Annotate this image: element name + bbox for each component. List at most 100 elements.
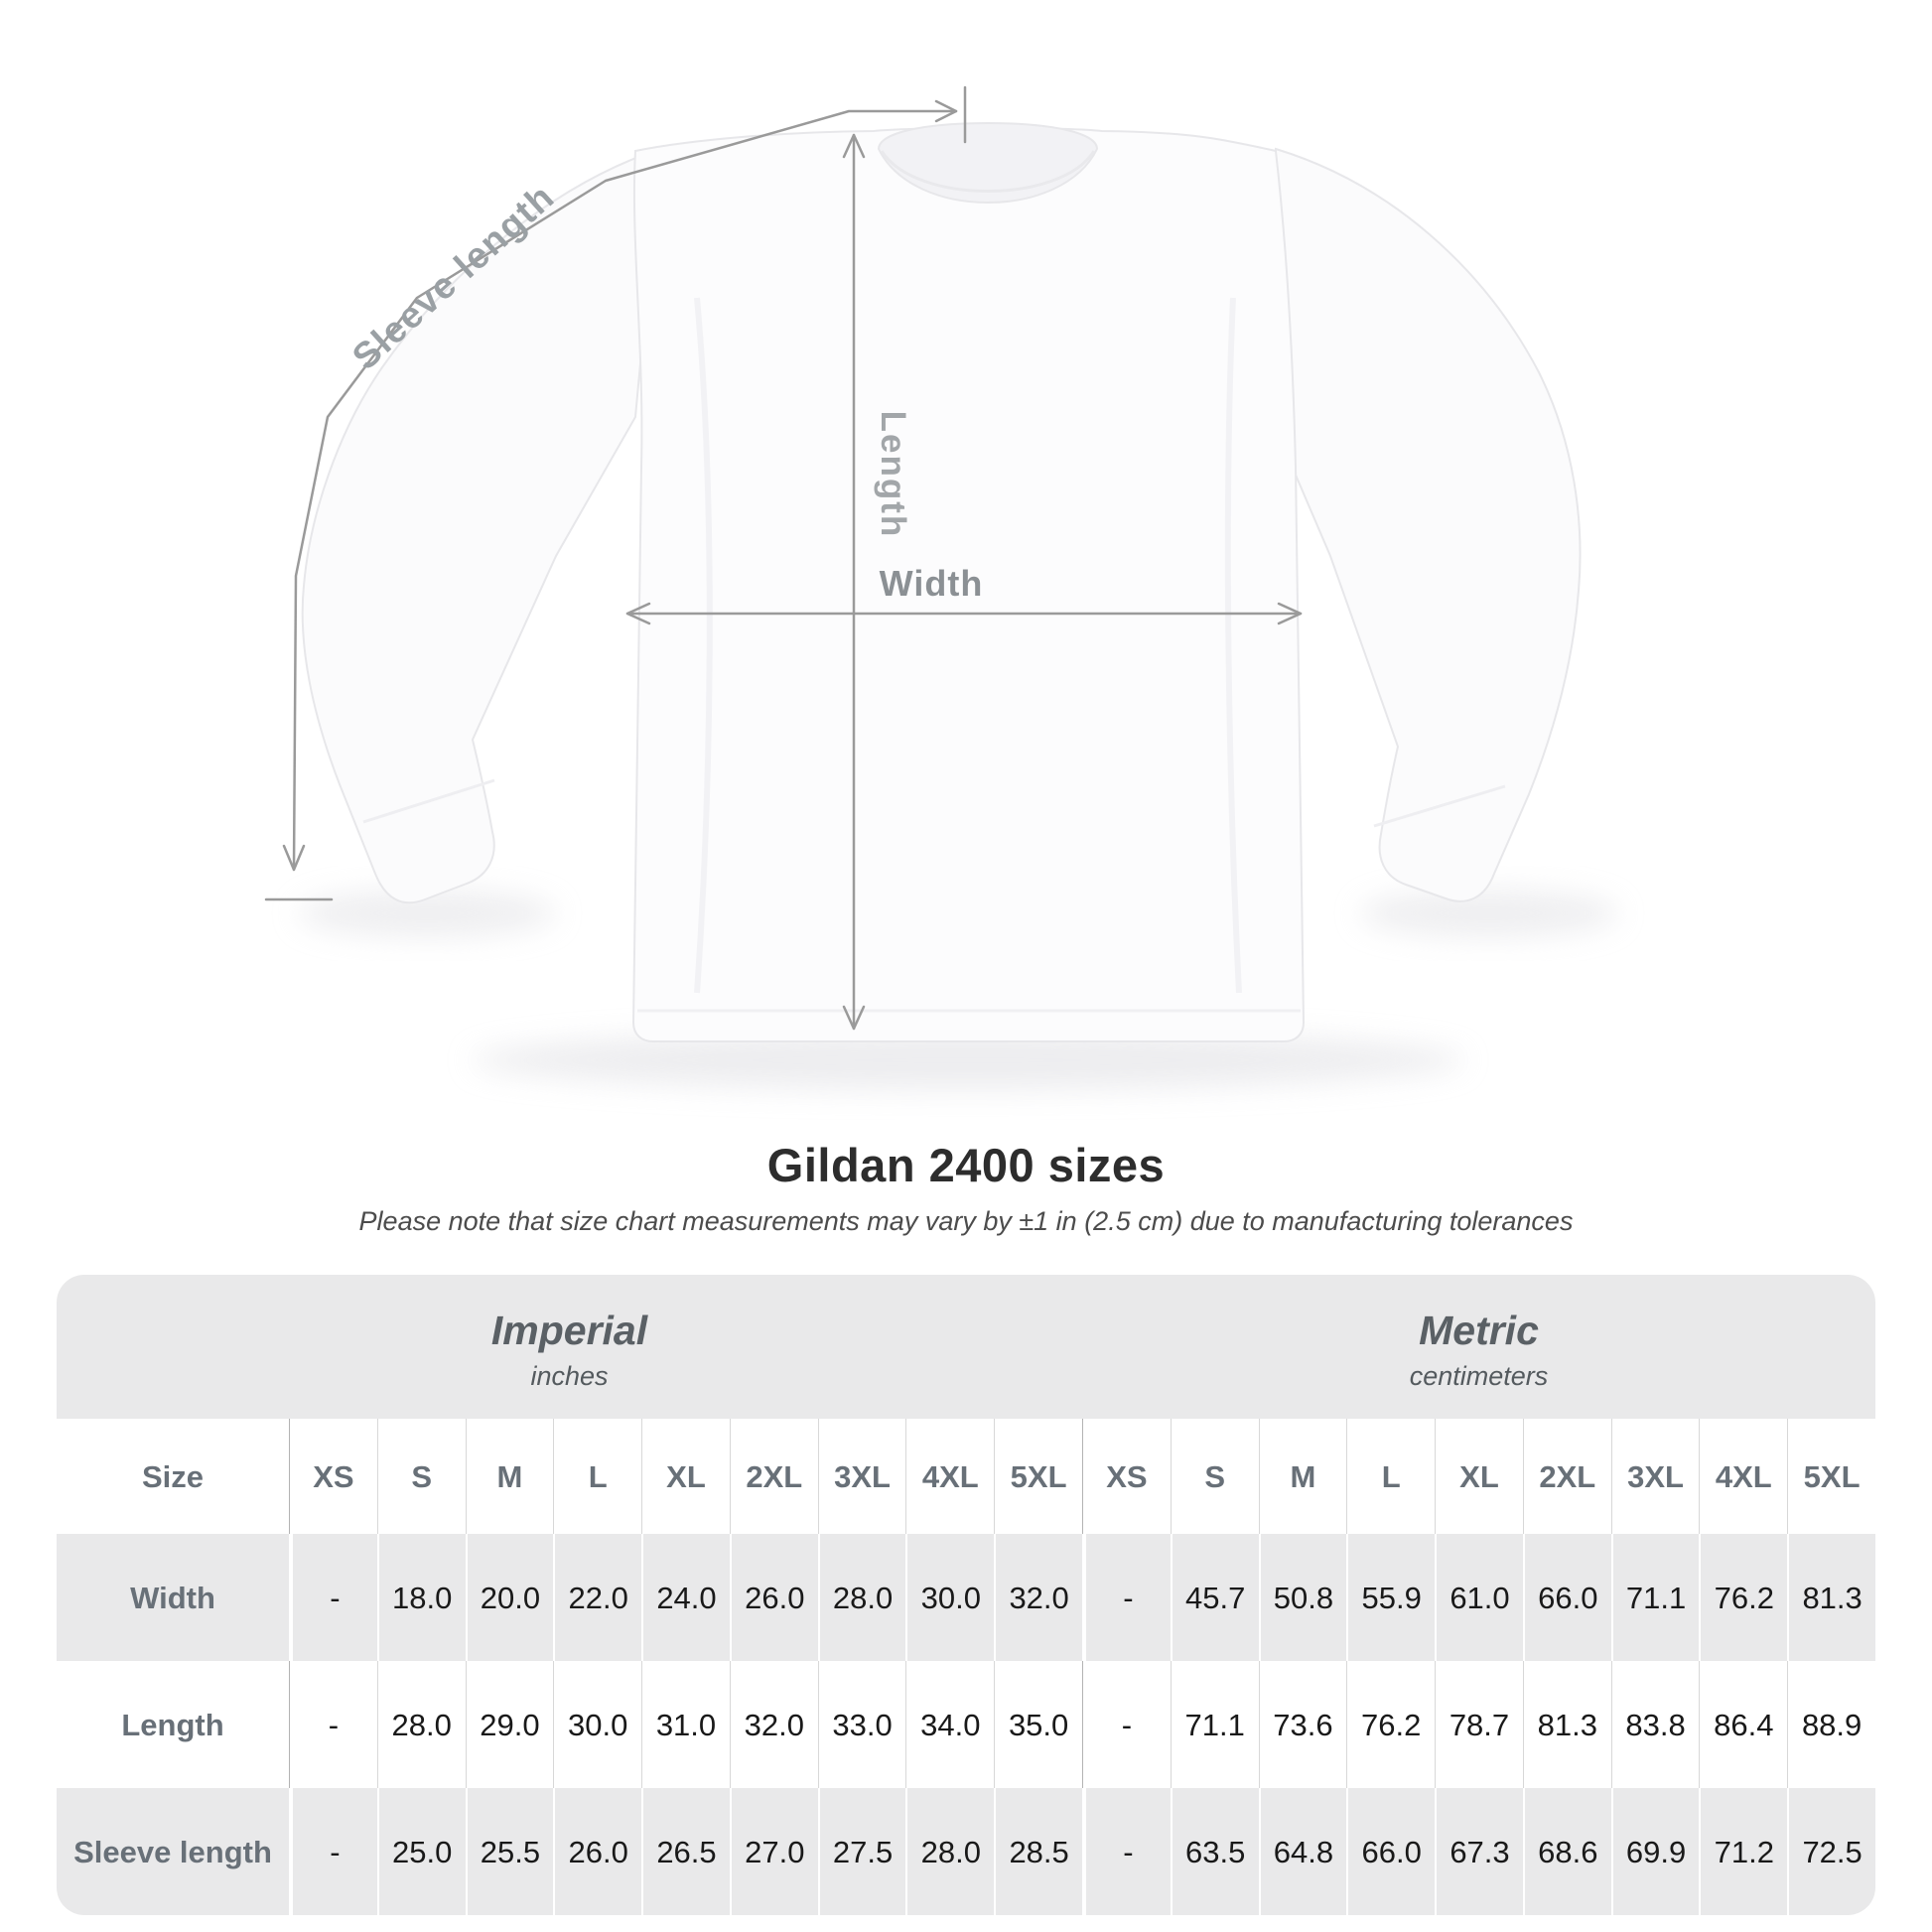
size-header: M — [1258, 1419, 1347, 1534]
width-arrow — [625, 602, 1303, 625]
size-value: 68.6 — [1522, 1788, 1611, 1915]
page-title: Gildan 2400 sizes — [766, 1139, 1166, 1191]
size-value: 81.3 — [1787, 1534, 1875, 1661]
row-label: Sleeve length — [73, 1834, 272, 1869]
size-value: - — [1082, 1788, 1171, 1915]
size-value: 32.0 — [729, 1661, 818, 1788]
size-value: - — [289, 1788, 377, 1915]
size-header: 2XL — [729, 1419, 818, 1534]
size-value: 32.0 — [994, 1534, 1082, 1661]
length-label: Length — [874, 411, 912, 539]
length-arrow — [842, 133, 866, 1031]
size-header: XL — [641, 1419, 730, 1534]
size-value: 71.1 — [1170, 1661, 1259, 1788]
size-value: 64.8 — [1258, 1788, 1347, 1915]
size-value: 35.0 — [994, 1661, 1082, 1788]
shirt-left-sleeve — [301, 147, 662, 904]
size-value: 30.0 — [553, 1661, 641, 1788]
imperial-title: Imperial — [490, 1308, 648, 1353]
size-value: 26.0 — [553, 1788, 641, 1915]
size-corner-label: Size — [141, 1458, 205, 1494]
size-value: 25.0 — [376, 1788, 466, 1915]
size-header: 3XL — [817, 1419, 906, 1534]
size-value: 88.9 — [1787, 1661, 1875, 1788]
size-value: 28.0 — [817, 1534, 906, 1661]
size-value: 73.6 — [1258, 1661, 1347, 1788]
collar-band — [880, 150, 1096, 193]
size-value: 28.0 — [905, 1788, 994, 1915]
size-value: - — [1082, 1534, 1171, 1661]
size-value: 50.8 — [1258, 1534, 1347, 1661]
table-row: Sleeve length -25.0 25.5 26.0 26.5 27.0 27.5 28… — [57, 1788, 1875, 1915]
imperial-group-header: Imperial inches — [57, 1275, 1082, 1419]
size-header: XL — [1435, 1419, 1523, 1534]
left-cuff-seam — [362, 778, 495, 824]
table-row: Width -18.0 20.0 22.0 24.0 26.0 28.0 30.0 32.0-4… — [57, 1534, 1875, 1661]
shirt-shadow — [472, 1031, 1464, 1090]
metric-title: Metric — [1419, 1308, 1539, 1353]
size-value: 18.0 — [376, 1534, 466, 1661]
size-value: 67.3 — [1435, 1788, 1523, 1915]
size-header: XS — [289, 1419, 377, 1534]
size-value: 76.2 — [1346, 1661, 1435, 1788]
metric-group-header: Metric centimeters — [1082, 1275, 1875, 1419]
size-value: 26.0 — [729, 1534, 818, 1661]
size-value: 31.0 — [641, 1661, 730, 1788]
size-value: 76.2 — [1699, 1534, 1787, 1661]
size-value: 66.0 — [1522, 1534, 1611, 1661]
size-value: 27.5 — [817, 1788, 906, 1915]
shirt-body — [631, 127, 1306, 1042]
size-value: 29.0 — [465, 1661, 554, 1788]
size-header: L — [553, 1419, 641, 1534]
size-value: 63.5 — [1170, 1788, 1259, 1915]
size-value: 24.0 — [641, 1534, 730, 1661]
size-value: 45.7 — [1170, 1534, 1259, 1661]
tolerance-note: Please note that size chart measurements… — [358, 1206, 1574, 1236]
size-header: S — [1170, 1419, 1259, 1534]
fold-line-right — [1224, 297, 1242, 994]
size-value: 28.5 — [994, 1788, 1082, 1915]
size-header: L — [1346, 1419, 1435, 1534]
shirt-shadow-right — [1360, 890, 1618, 937]
size-value: 69.9 — [1610, 1788, 1700, 1915]
size-header: S — [376, 1419, 466, 1534]
size-value: 66.0 — [1346, 1788, 1435, 1915]
size-value: - — [289, 1534, 377, 1661]
right-cuff-seam — [1373, 784, 1506, 828]
metric-unit: centimeters — [1409, 1361, 1549, 1391]
size-header: 2XL — [1522, 1419, 1611, 1534]
size-value: 30.0 — [905, 1534, 994, 1661]
width-label: Width — [880, 563, 984, 604]
size-header: 5XL — [994, 1419, 1082, 1534]
size-value: 55.9 — [1346, 1534, 1435, 1661]
row-label: Length — [121, 1707, 224, 1742]
size-value: 71.1 — [1610, 1534, 1700, 1661]
size-value: 34.0 — [905, 1661, 994, 1788]
size-header: M — [465, 1419, 554, 1534]
size-value: 22.0 — [553, 1534, 641, 1661]
sleeve-length-arrow — [264, 85, 967, 901]
table-header-row: Size XS S M L XL 2XL 3XL 4XL 5XL XS S M L XL 2XL 3XL 4XL 5… — [57, 1419, 1875, 1534]
size-value: 78.7 — [1435, 1661, 1523, 1788]
size-value: 28.0 — [376, 1661, 466, 1788]
size-header: 5XL — [1787, 1419, 1875, 1534]
shirt-shadow-left — [298, 890, 556, 937]
size-value: 72.5 — [1787, 1788, 1875, 1915]
size-value: 26.5 — [641, 1788, 730, 1915]
shirt-diagram: Sleeve length Length Width — [264, 85, 1618, 1090]
size-value: 25.5 — [465, 1788, 554, 1915]
size-value: - — [1082, 1661, 1171, 1788]
unit-group-band: Imperial inches Metric centimeters — [57, 1275, 1875, 1419]
fold-line-left — [694, 297, 713, 994]
size-grid: Size XS S M L XL 2XL 3XL 4XL 5XL XS S M L XL 2XL 3XL 4XL 5… — [57, 1419, 1875, 1915]
size-header: XS — [1082, 1419, 1171, 1534]
imperial-unit: inches — [530, 1361, 609, 1391]
size-value: 81.3 — [1522, 1661, 1611, 1788]
size-value: 71.2 — [1699, 1788, 1787, 1915]
size-header: 4XL — [1699, 1419, 1787, 1534]
size-value: 33.0 — [817, 1661, 906, 1788]
size-value: 83.8 — [1610, 1661, 1700, 1788]
size-value: 27.0 — [729, 1788, 818, 1915]
row-label: Width — [130, 1580, 215, 1615]
